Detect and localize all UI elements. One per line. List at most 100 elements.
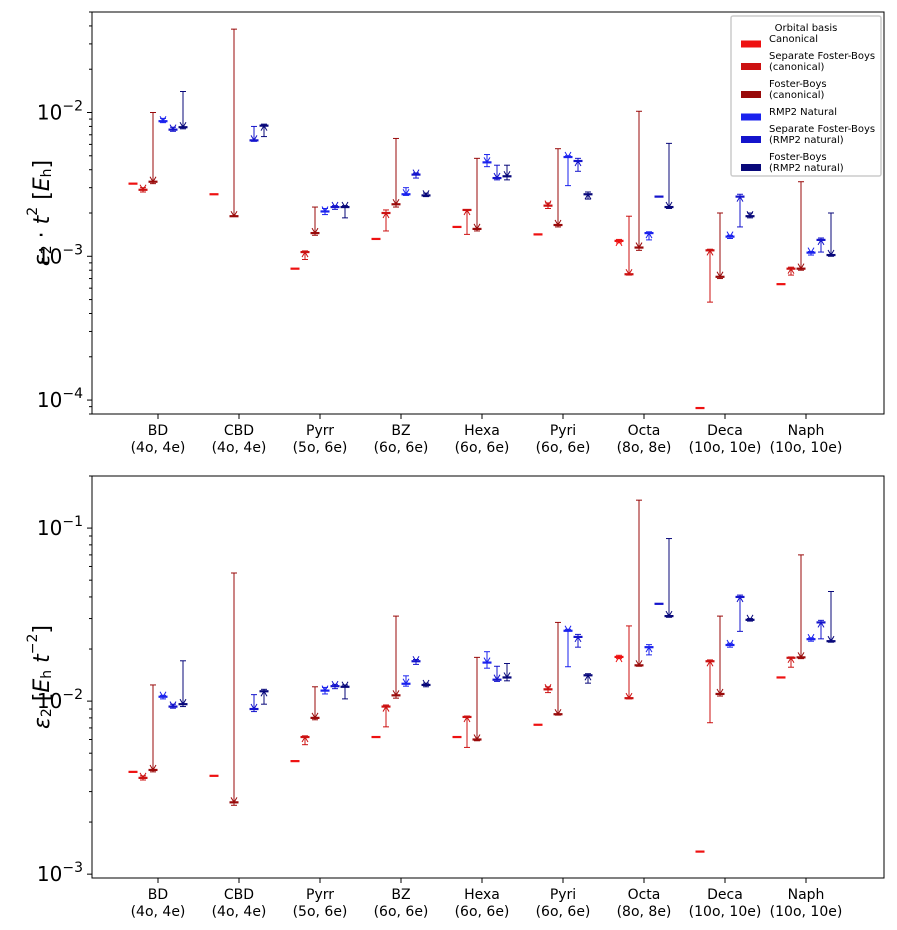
direction-arrow bbox=[827, 635, 835, 643]
direction-arrow bbox=[574, 635, 582, 643]
direction-arrow bbox=[382, 705, 390, 712]
direction-arrow bbox=[179, 121, 187, 129]
data-point-bz-s1 bbox=[381, 704, 391, 728]
legend-label: Foster-Boys bbox=[769, 152, 827, 163]
data-point-bd-s1 bbox=[138, 772, 148, 781]
data-point-deca-s5 bbox=[745, 210, 755, 219]
legend-label: Foster-Boys bbox=[769, 79, 827, 90]
data-point-cbd-s5 bbox=[259, 688, 269, 705]
direction-arrow bbox=[564, 151, 572, 159]
data-point-octa-s2 bbox=[634, 110, 644, 251]
data-point-hexa-s5 bbox=[502, 164, 512, 181]
data-point-naph-s5 bbox=[826, 591, 836, 643]
bottom-data-marks bbox=[128, 499, 836, 853]
direction-arrow bbox=[493, 172, 501, 180]
data-point-deca-s1 bbox=[705, 248, 715, 303]
direction-arrow bbox=[230, 210, 238, 218]
x-tick-sublabel: (10o, 10e) bbox=[689, 904, 762, 920]
data-point-pyrr-s2 bbox=[310, 686, 320, 721]
direction-arrow bbox=[736, 595, 744, 603]
x-tick-label-cbd: CBD bbox=[224, 887, 254, 903]
top-y-axis-label: ε2 · t2 [Eh] bbox=[25, 160, 55, 266]
x-tick-label-hexa: Hexa bbox=[464, 887, 500, 903]
data-point-naph-s3 bbox=[806, 633, 816, 642]
legend-label: (RMP2 natural) bbox=[769, 163, 844, 174]
data-point-octa-s3 bbox=[644, 231, 654, 241]
data-point-octa-s1 bbox=[624, 625, 634, 700]
x-tick-sublabel: (10o, 10e) bbox=[689, 440, 762, 456]
y-tick-label: 10−3 bbox=[37, 242, 83, 268]
x-tick-sublabel: (6o, 6e) bbox=[455, 904, 510, 920]
x-tick-label-deca: Deca bbox=[707, 423, 743, 439]
data-point-bz-s2 bbox=[391, 615, 401, 699]
data-point-octa-s0 bbox=[614, 238, 624, 247]
direction-arrow bbox=[817, 621, 825, 628]
data-point-pyrr-s4 bbox=[330, 680, 340, 690]
bottom-y-axis-label: ε2 [Eh t−2] bbox=[25, 625, 55, 729]
direction-arrow bbox=[544, 684, 552, 691]
data-point-bd-s2 bbox=[148, 112, 158, 185]
top-y-ticks: 10−4 10−3 10−2 bbox=[37, 11, 92, 415]
direction-arrow bbox=[341, 681, 349, 688]
data-point-cbd-s2 bbox=[229, 572, 239, 806]
x-tick-sublabel: (6o, 6e) bbox=[536, 440, 591, 456]
direction-arrow bbox=[736, 195, 744, 202]
direction-arrow bbox=[331, 201, 339, 209]
x-tick-sublabel: (10o, 10e) bbox=[770, 440, 843, 456]
data-point-pyrr-s5 bbox=[340, 681, 350, 700]
y-tick-label: 10−3 bbox=[37, 860, 83, 886]
data-point-pyri-s4 bbox=[573, 157, 583, 172]
direction-arrow bbox=[159, 691, 167, 698]
direction-arrow bbox=[615, 655, 623, 663]
x-tick-label-cbd: CBD bbox=[224, 423, 254, 439]
direction-arrow bbox=[260, 690, 268, 697]
x-tick-sublabel: (8o, 8e) bbox=[617, 440, 672, 456]
direction-arrow bbox=[544, 200, 552, 207]
legend-swatch bbox=[741, 164, 761, 171]
direction-arrow bbox=[412, 169, 420, 176]
x-tick-sublabel: (6o, 6e) bbox=[536, 904, 591, 920]
data-point-pyri-s2 bbox=[553, 621, 563, 716]
direction-arrow bbox=[797, 652, 805, 659]
data-point-deca-s3 bbox=[725, 231, 735, 239]
direction-arrow bbox=[746, 614, 754, 621]
legend-label: Separate Foster-Boys bbox=[769, 51, 875, 62]
direction-arrow bbox=[827, 249, 835, 257]
x-tick-label-bd: BD bbox=[148, 887, 168, 903]
data-point-hexa-s2 bbox=[472, 656, 482, 742]
x-tick-sublabel: (4o, 4e) bbox=[131, 440, 186, 456]
legend-label: Separate Foster-Boys bbox=[769, 124, 875, 135]
y-tick-label: 10−2 bbox=[37, 99, 83, 125]
data-point-pyrr-s4 bbox=[330, 201, 340, 210]
data-point-pyri-s5 bbox=[583, 673, 593, 684]
direction-arrow bbox=[807, 247, 815, 254]
data-point-naph-s1 bbox=[786, 266, 796, 276]
direction-arrow bbox=[716, 688, 724, 695]
x-tick-sublabel: (4o, 4e) bbox=[212, 904, 267, 920]
direction-arrow bbox=[473, 734, 481, 741]
legend-title: Orbital basis bbox=[775, 23, 838, 34]
direction-arrow bbox=[787, 656, 795, 664]
direction-arrow bbox=[797, 263, 805, 270]
x-tick-label-deca: Deca bbox=[707, 887, 743, 903]
direction-arrow bbox=[250, 135, 258, 142]
data-point-naph-s5 bbox=[826, 212, 836, 257]
x-tick-label-pyrr: Pyrr bbox=[306, 887, 334, 903]
direction-arrow bbox=[635, 660, 643, 667]
top-x-ticks: BD(4o, 4e)CBD(4o, 4e)Pyrr(5o, 6e)BZ(6o, … bbox=[131, 414, 843, 456]
data-point-pyri-s3 bbox=[563, 151, 573, 187]
bottom-x-ticks: BD(4o, 4e)CBD(4o, 4e)Pyrr(5o, 6e)BZ(6o, … bbox=[131, 878, 842, 920]
direction-arrow bbox=[402, 678, 410, 685]
data-point-pyrr-s3 bbox=[320, 685, 330, 695]
top-chart-panel: 10−410−310−2 BD(4o, 4e)CBD(4o, 4e)Pyrr(5… bbox=[25, 11, 885, 456]
data-point-bz-s3 bbox=[401, 187, 411, 196]
direction-arrow bbox=[301, 251, 309, 258]
data-point-pyrr-s1 bbox=[300, 735, 310, 746]
x-tick-sublabel: (6o, 6e) bbox=[455, 440, 510, 456]
data-point-bd-s2 bbox=[148, 684, 158, 773]
direction-arrow bbox=[382, 212, 390, 219]
data-point-naph-s4 bbox=[816, 237, 826, 253]
direction-arrow bbox=[635, 242, 643, 249]
direction-arrow bbox=[817, 238, 825, 246]
